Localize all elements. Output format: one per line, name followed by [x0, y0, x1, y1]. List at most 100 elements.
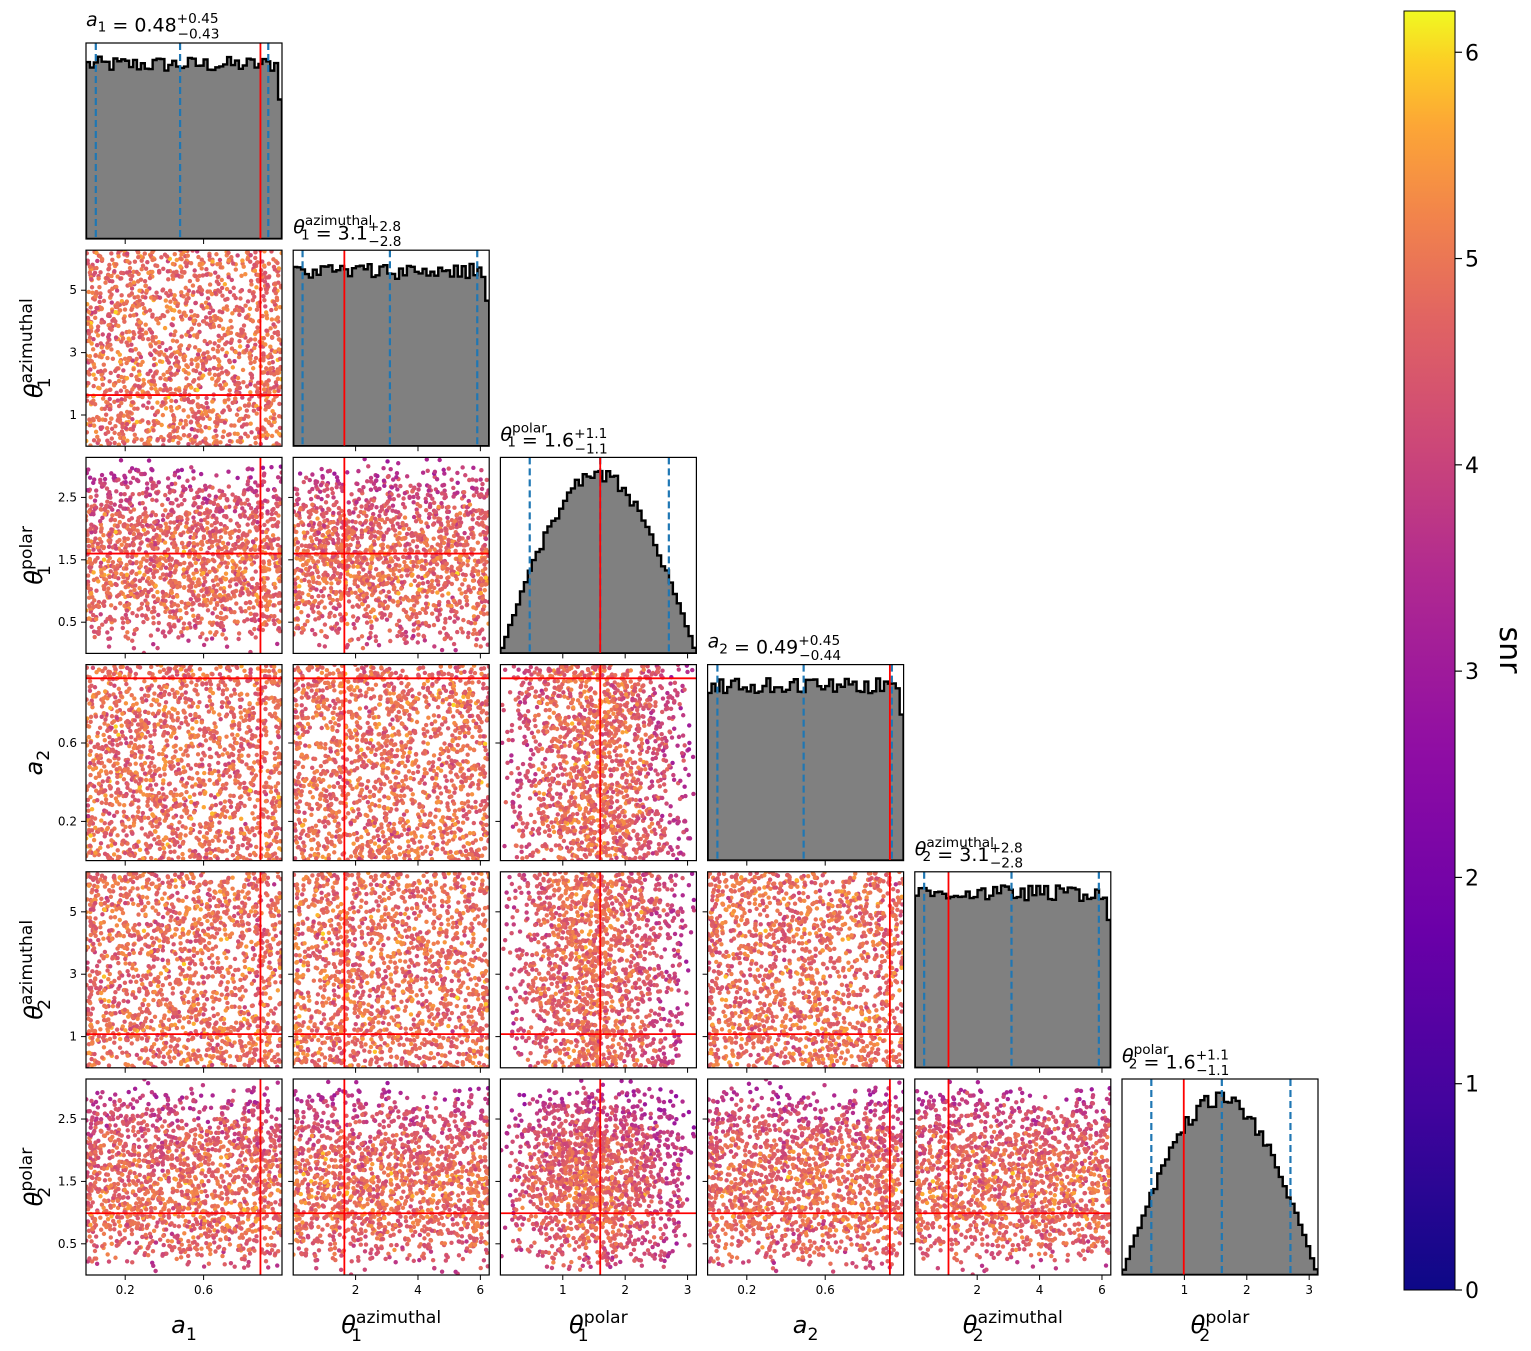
sample-point: [275, 315, 281, 320]
sample-point: [255, 380, 261, 386]
sample-point: [399, 580, 405, 585]
sample-point: [182, 270, 187, 275]
sample-point: [307, 489, 312, 495]
sample-point: [199, 257, 204, 262]
sample-point: [431, 536, 436, 541]
sample-point: [278, 479, 282, 484]
sample-point: [99, 526, 104, 532]
sample-point: [443, 562, 449, 567]
sample-point: [187, 278, 193, 284]
title-minus: −1.1: [574, 441, 607, 457]
sample-point: [91, 383, 96, 389]
sample-point: [414, 554, 419, 560]
sample-point: [269, 317, 275, 322]
sample-point: [223, 636, 229, 641]
sample-point: [165, 529, 171, 535]
sample-point: [395, 521, 400, 526]
sample-point: [479, 493, 485, 498]
sample-point: [97, 294, 103, 300]
sample-point: [250, 521, 255, 526]
sample-point: [146, 270, 151, 275]
sample-point: [172, 435, 177, 440]
sample-point: [216, 564, 222, 569]
sample-point: [212, 606, 218, 611]
sample-point: [266, 545, 271, 550]
sample-point: [457, 523, 463, 529]
sample-point: [235, 619, 240, 625]
sample-point: [265, 332, 270, 337]
sample-point: [394, 470, 400, 476]
sample-point: [322, 622, 328, 627]
sample-point: [235, 375, 241, 381]
sample-point: [92, 634, 97, 640]
sample-point: [109, 626, 114, 631]
sample-point: [207, 310, 212, 316]
sample-point: [227, 584, 233, 589]
sample-point: [190, 547, 196, 552]
sample-point: [269, 546, 275, 551]
sample-point: [422, 535, 428, 541]
sample-point: [351, 621, 356, 627]
sample-point: [351, 510, 356, 515]
sample-point: [158, 528, 164, 533]
sample-point: [173, 564, 179, 569]
sample-point: [329, 581, 334, 586]
sample-point: [200, 500, 206, 506]
sample-point: [155, 400, 160, 405]
sample-point: [253, 355, 259, 361]
sample-point: [335, 597, 340, 603]
sample-point: [252, 359, 257, 365]
sample-point: [191, 576, 197, 581]
sample-point: [187, 333, 193, 339]
sample-point: [401, 554, 406, 560]
sample-point: [272, 349, 278, 354]
sample-point: [163, 508, 168, 513]
sample-point: [347, 511, 352, 516]
sample-point: [445, 599, 451, 605]
sample-point: [397, 629, 402, 635]
sample-point: [160, 517, 166, 523]
sample-point: [141, 377, 146, 383]
y-tick-label: 3: [69, 346, 77, 360]
sample-point: [252, 489, 257, 495]
sample-point: [256, 525, 261, 530]
sample-point: [93, 353, 98, 358]
sample-point: [135, 518, 141, 524]
sample-point: [399, 573, 404, 579]
sample-point: [253, 435, 258, 441]
sample-point: [122, 491, 127, 497]
sample-point: [217, 529, 222, 534]
sample-point: [442, 488, 447, 493]
sample-point: [315, 604, 321, 610]
sample-point: [371, 498, 376, 503]
sample-point: [211, 435, 216, 440]
sample-point: [275, 542, 281, 548]
sample-point: [106, 343, 111, 349]
sample-point: [96, 625, 102, 631]
sample-point: [191, 414, 196, 419]
sample-point: [205, 289, 210, 294]
sample-point: [482, 562, 487, 567]
sample-point: [446, 466, 451, 471]
sample-point: [172, 624, 177, 629]
sample-point: [92, 401, 98, 407]
sample-point: [271, 603, 276, 608]
sample-point: [122, 536, 127, 541]
sample-point: [402, 636, 407, 642]
sample-point: [249, 372, 255, 378]
sample-point: [475, 572, 481, 577]
sample-point: [129, 466, 135, 471]
sample-point: [220, 434, 226, 440]
sample-point: [216, 363, 222, 368]
sample-point: [478, 576, 484, 581]
sample-point: [137, 372, 142, 377]
sample-point: [400, 631, 405, 637]
sample-point: [322, 562, 327, 567]
sample-point: [360, 580, 365, 586]
sample-point: [125, 575, 130, 581]
sample-point: [134, 613, 140, 618]
sample-point: [122, 319, 127, 324]
sample-point: [304, 600, 309, 605]
sample-point: [204, 500, 210, 505]
sample-point: [102, 368, 108, 373]
